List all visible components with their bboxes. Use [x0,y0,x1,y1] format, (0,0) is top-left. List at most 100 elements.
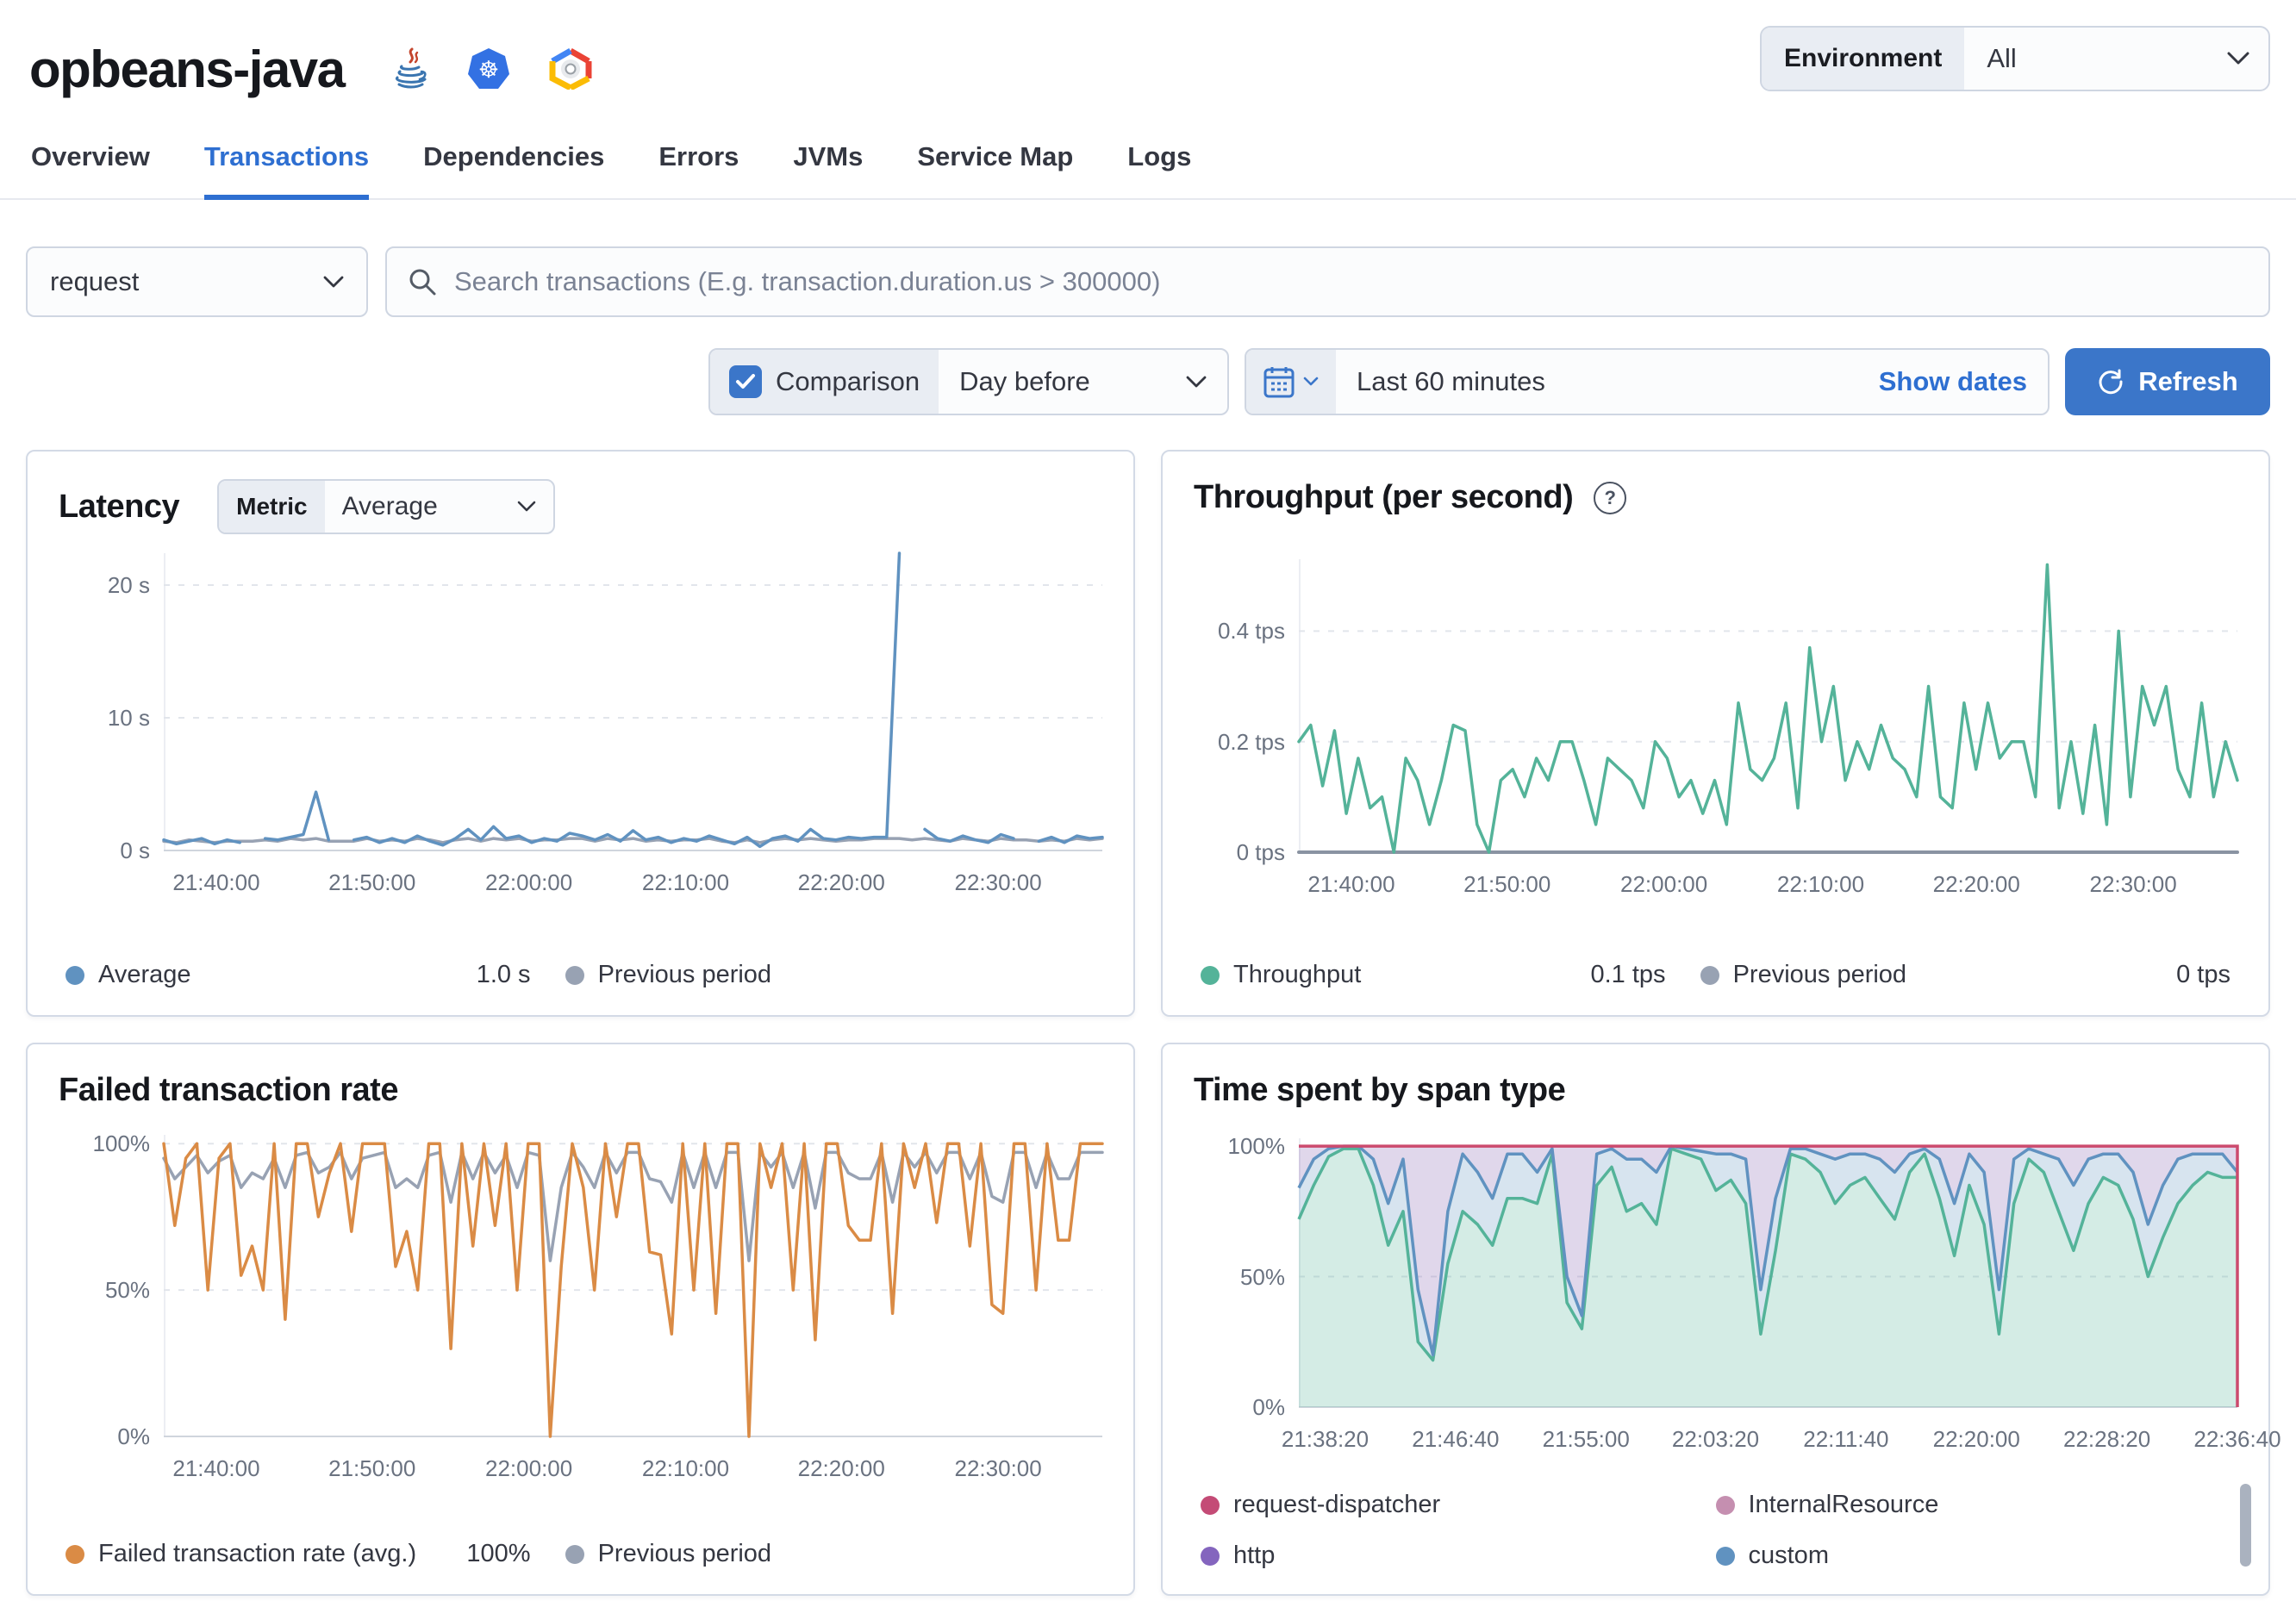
environment-label: Environment [1762,28,1965,90]
span-type-plot [1297,1138,2239,1408]
x-axis-tick-label: 22:00:00 [485,869,573,895]
legend-item-throughput[interactable]: Throughput 0.1 tps [1201,961,1700,989]
quick-select-menu[interactable] [1246,350,1336,414]
help-icon[interactable]: ? [1594,481,1627,514]
time-range-value: Last 60 minutes [1357,366,1545,396]
failed-rate-chart: 0% 50% 100% 21:40:00 21:50:00 22:00:00 22:10:… [59,1131,1104,1498]
span-type-legend: request-dispatcher InternalResource http… [1194,1484,2251,1572]
throughput-x-axis: 21:40:00 21:50:00 22:00:00 22:10:00 22:20:00… [1299,864,2237,914]
x-axis-tick-label: 21:50:00 [1463,871,1551,897]
legend-item-previous-period[interactable]: Previous period [565,961,1065,989]
y-axis-tick-label: 0.4 tps [1217,618,1285,645]
comparison-select[interactable]: Day before [939,350,1227,414]
series-dot [1201,1546,1220,1566]
failed-rate-x-axis: 21:40:00 21:50:00 22:00:00 22:10:00 22:20:00… [164,1448,1102,1498]
calendar-icon [1263,365,1295,398]
y-axis-tick-label: 100% [92,1131,151,1157]
comparison-group: Comparison Day before [708,348,1229,415]
span-type-card-title: Time spent by span type [1194,1072,1566,1108]
x-axis-tick-label: 21:40:00 [172,869,260,895]
legend-scrollbar[interactable] [2240,1484,2251,1567]
throughput-legend: Throughput 0.1 tps Previous period 0 tps [1194,956,2237,993]
y-axis-tick-label: 0.2 tps [1217,728,1285,755]
legend-item-custom[interactable]: custom [1715,1542,2231,1570]
y-axis-tick-label: 20 s [107,571,150,598]
y-axis-tick-label: 0 tps [1236,839,1285,865]
chevron-down-icon [1303,377,1319,387]
tab-transactions[interactable]: Transactions [203,141,370,200]
x-axis-tick-label: 22:20:00 [1932,1426,2020,1452]
legend-item-previous-period[interactable]: Previous period [565,1540,1065,1568]
tab-dependencies[interactable]: Dependencies [423,141,605,171]
x-axis-tick-label: 22:30:00 [2089,871,2177,897]
span-type-y-axis: 0% 50% 100% [1194,1133,1299,1420]
x-axis-tick-label: 21:50:00 [328,869,416,895]
page-header: opbeans-java ☸ [0,0,2296,112]
refresh-button[interactable]: Refresh [2065,348,2270,415]
comparison-toggle[interactable]: Comparison [710,350,939,414]
legend-item-http[interactable]: http [1201,1542,1716,1570]
series-dot [565,965,584,985]
time-range-display[interactable]: Last 60 minutes Show dates [1336,350,2048,414]
y-axis-tick-label: 10 s [107,704,150,731]
comparison-value: Day before [959,366,1090,396]
throughput-card: Throughput (per second) ? 0 tps 0.2 tps 0.… [1161,450,2270,1017]
series-dot [1201,1495,1220,1515]
show-dates-link[interactable]: Show dates [1878,366,2027,396]
x-axis-tick-label: 22:20:00 [797,869,885,895]
y-axis-tick-label: 0% [1252,1394,1285,1420]
x-axis-tick-label: 22:30:00 [954,1455,1042,1481]
x-axis-tick-label: 21:40:00 [172,1455,260,1481]
series-dot [66,965,84,985]
x-axis-tick-label: 22:20:00 [1932,871,2020,897]
latency-card: Latency Metric Average 0 s 10 s 20 s 21:40… [26,450,1135,1017]
legend-item-previous-period[interactable]: Previous period 0 tps [1700,961,2230,989]
x-axis-tick-label: 21:46:40 [1412,1426,1500,1452]
tab-overview[interactable]: Overview [31,141,150,171]
throughput-plot [1297,559,2239,854]
failed-rate-card-title: Failed transaction rate [59,1072,398,1108]
refresh-icon [2097,368,2124,396]
legend-item-internalresource[interactable]: InternalResource [1715,1491,2231,1519]
legend-item-average[interactable]: Average 1.0 s [66,961,565,989]
x-axis-tick-label: 21:40:00 [1307,871,1395,897]
search-transactions-box [385,246,2270,317]
y-axis-tick-label: 100% [1227,1133,1286,1160]
x-axis-tick-label: 22:36:40 [2193,1426,2281,1452]
tab-jvms[interactable]: JVMs [793,141,864,171]
transaction-type-select[interactable]: request [26,246,368,317]
series-dot [1715,1495,1735,1515]
y-axis-tick-label: 0 s [120,838,150,863]
charts-grid: Latency Metric Average 0 s 10 s 20 s 21:40… [0,450,2296,1596]
legend-item-failed-rate[interactable]: Failed transaction rate (avg.) 100% [66,1540,565,1568]
series-dot [1201,965,1220,985]
latency-card-title: Latency [59,488,180,525]
legend-item-request-dispatcher[interactable]: request-dispatcher [1201,1491,1716,1519]
x-axis-tick-label: 22:00:00 [485,1455,573,1481]
tab-errors[interactable]: Errors [658,141,739,171]
throughput-chart: 0 tps 0.2 tps 0.4 tps 21:40:00 21:50:00 22:0… [1194,559,2239,914]
span-type-chart: 0% 50% 100% 21:38:20 21:46:40 21:55:00 22:03:… [1194,1133,2281,1469]
latency-legend: Average 1.0 s Previous period [59,956,1102,993]
latency-metric-select[interactable]: Metric Average [217,479,556,534]
x-axis-tick-label: 22:10:00 [641,869,730,895]
y-axis-tick-label: 50% [104,1277,150,1304]
series-dot [66,1544,84,1564]
latency-x-axis: 21:40:00 21:50:00 22:00:00 22:10:00 22:20:00… [164,863,1102,913]
tab-service-map[interactable]: Service Map [917,141,1074,171]
latency-y-axis: 0 s 10 s 20 s [59,553,164,863]
environment-select[interactable]: Environment All [1760,26,2270,91]
x-axis-tick-label: 22:20:00 [797,1455,885,1481]
service-tech-icons: ☸ [390,47,594,90]
x-axis-tick-label: 22:00:00 [1620,871,1708,897]
metric-value: Average [325,481,554,533]
search-transactions-input[interactable] [452,265,2248,298]
latency-chart: 0 s 10 s 20 s 21:40:00 21:50:00 22:00:00 22:1… [59,551,1104,913]
failed-rate-plot [162,1135,1104,1438]
comparison-label: Comparison [776,366,920,396]
chevron-down-icon [323,276,344,289]
comparison-checkbox[interactable] [729,365,762,398]
tab-logs[interactable]: Logs [1127,141,1192,171]
chevron-down-icon [2227,28,2249,90]
